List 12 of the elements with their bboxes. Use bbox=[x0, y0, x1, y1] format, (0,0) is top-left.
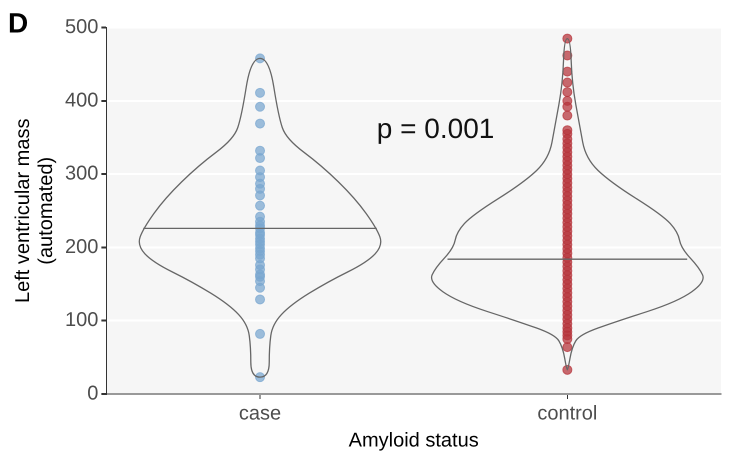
chart-title: D bbox=[8, 8, 28, 39]
y-tick-label: 200 bbox=[64, 236, 98, 258]
y-axis-title: Left ventricular mass (automated) bbox=[12, 118, 58, 304]
y-tick-label: 300 bbox=[64, 162, 98, 185]
x-tick-label: case bbox=[238, 402, 282, 425]
y-tick-label: 400 bbox=[64, 89, 98, 112]
x-axis-title: Amyloid status bbox=[348, 430, 479, 452]
y-tick-label: 0 bbox=[87, 382, 98, 405]
x-tick-label: control bbox=[537, 402, 598, 425]
y-tick-label: 100 bbox=[64, 309, 98, 332]
y-tick-label: 500 bbox=[64, 16, 98, 38]
annotation: p = 0.001 bbox=[376, 112, 494, 144]
